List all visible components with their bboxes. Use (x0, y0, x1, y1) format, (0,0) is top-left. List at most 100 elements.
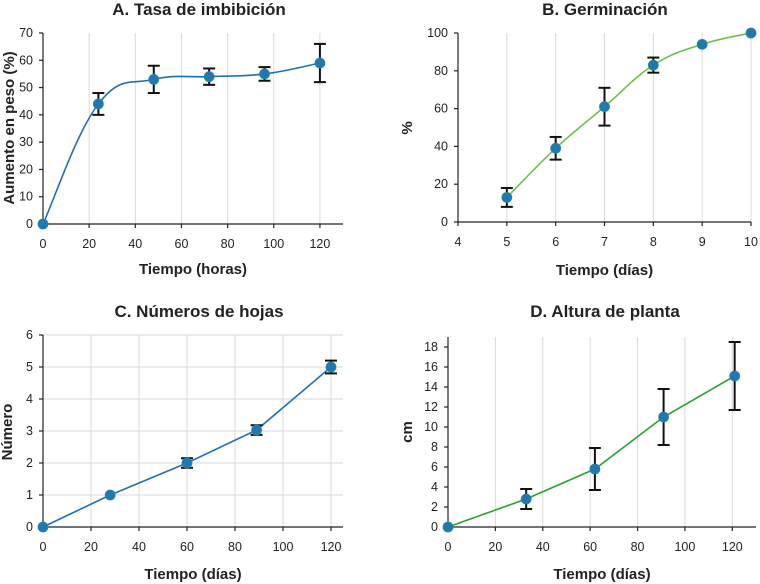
series-line (506, 32, 752, 198)
x-tick-label: 120 (321, 540, 342, 554)
x-tick-label: 60 (180, 540, 194, 554)
data-point (37, 218, 49, 230)
x-tick-label: 40 (536, 540, 550, 554)
x-tick-label: 0 (40, 540, 47, 554)
chart-title: C. Números de hojas (114, 302, 283, 321)
x-tick-label: 120 (309, 237, 330, 251)
data-point (314, 57, 326, 69)
y-tick-label: 6 (431, 460, 438, 474)
y-tick-label: 5 (26, 360, 33, 374)
x-axis-label: Tiempo (días) (553, 566, 650, 583)
y-tick-label: 6 (26, 328, 33, 342)
y-axis-label: Aumento en peso (%) (1, 51, 18, 204)
x-tick-label: 100 (674, 540, 695, 554)
x-tick-label: 6 (552, 235, 559, 249)
x-tick-label: 120 (722, 540, 743, 554)
y-axis-label: % (399, 121, 416, 134)
data-point (550, 142, 562, 154)
x-tick-label: 10 (744, 235, 758, 249)
x-tick-label: 60 (583, 540, 597, 554)
y-tick-label: 18 (424, 340, 438, 354)
x-tick-label: 60 (175, 237, 189, 251)
x-axis-label: Tiempo (días) (556, 262, 653, 279)
panel-d-plant-height-chart: 0 2 4 6 8 10 12 14 16 18 0 20 40 60 80 100 120 D. Altura … (399, 302, 756, 583)
y-tick-label: 3 (26, 424, 33, 438)
chart-title: A. Tasa de imbibición (112, 0, 286, 19)
x-axis-label: Tiempo (días) (144, 566, 241, 583)
x-tick-label: 0 (40, 237, 47, 251)
data-point (148, 73, 160, 85)
x-tick-label: 9 (699, 235, 706, 249)
x-tick-label: 80 (221, 237, 235, 251)
y-tick-label: 50 (19, 81, 33, 95)
data-point (745, 27, 757, 39)
y-tick-label: 40 (19, 108, 33, 122)
x-tick-label: 4 (455, 235, 462, 249)
y-axis-label: Número (0, 404, 16, 461)
x-tick-label: 20 (488, 540, 502, 554)
x-tick-label: 8 (650, 235, 657, 249)
data-point (104, 489, 116, 501)
data-point (647, 59, 659, 71)
data-point (658, 411, 669, 423)
x-axis-label: Tiempo (horas) (139, 261, 247, 278)
panel-b-germination-chart: 0 20 40 60 80 100 4 5 6 7 8 9 10 B. Germinación Tiempo… (399, 0, 758, 279)
data-point (325, 361, 337, 373)
data-point (696, 38, 708, 50)
y-tick-label: 4 (26, 392, 33, 406)
y-tick-label: 1 (26, 488, 33, 502)
x-tick-label: 20 (82, 237, 96, 251)
data-point (599, 101, 610, 113)
data-point (729, 370, 741, 382)
y-tick-label: 2 (26, 456, 33, 470)
data-point (92, 98, 104, 110)
y-tick-label: 60 (434, 102, 448, 116)
y-tick-label: 100 (427, 26, 448, 40)
chart-title: D. Altura de planta (530, 302, 680, 321)
y-tick-label: 10 (19, 190, 33, 204)
y-tick-label: 10 (424, 420, 438, 434)
panel-a-imbibition-chart: 0 10 20 30 40 50 60 70 0 20 40 60 80 100 120 A. Tasa de… (1, 0, 343, 278)
y-tick-label: 14 (424, 380, 438, 394)
y-tick-label: 0 (431, 520, 438, 534)
x-tick-label: 40 (132, 540, 146, 554)
y-tick-label: 80 (434, 64, 448, 78)
y-tick-label: 16 (424, 360, 438, 374)
chart-title: B. Germinación (542, 0, 668, 19)
data-point (501, 192, 513, 203)
y-tick-label: 40 (434, 139, 448, 153)
x-tick-label: 100 (273, 540, 294, 554)
x-tick-label: 0 (445, 540, 452, 554)
y-tick-label: 2 (431, 500, 438, 514)
y-tick-label: 0 (26, 217, 33, 231)
series-line (447, 375, 736, 528)
x-tick-label: 20 (84, 540, 98, 554)
y-tick-label: 30 (19, 135, 33, 149)
data-point (251, 424, 263, 436)
x-tick-label: 5 (503, 235, 510, 249)
data-point (520, 493, 532, 505)
y-tick-label: 60 (19, 53, 33, 67)
x-tick-label: 7 (601, 235, 608, 249)
y-tick-label: 0 (441, 215, 448, 229)
y-tick-label: 20 (434, 177, 448, 191)
y-tick-label: 0 (26, 520, 33, 534)
y-tick-label: 70 (19, 26, 33, 40)
data-point (203, 71, 215, 83)
y-tick-label: 12 (424, 400, 438, 414)
y-tick-label: 20 (19, 162, 33, 176)
data-point (37, 521, 49, 533)
data-point (181, 457, 193, 469)
y-tick-label: 4 (431, 480, 438, 494)
data-point (589, 463, 601, 475)
x-tick-label: 80 (228, 540, 242, 554)
x-tick-label: 100 (263, 237, 284, 251)
x-tick-label: 40 (128, 237, 142, 251)
x-tick-label: 80 (631, 540, 645, 554)
data-point (259, 68, 270, 80)
y-axis-label: cm (399, 421, 416, 443)
data-point (442, 521, 454, 533)
y-tick-label: 8 (431, 440, 438, 454)
